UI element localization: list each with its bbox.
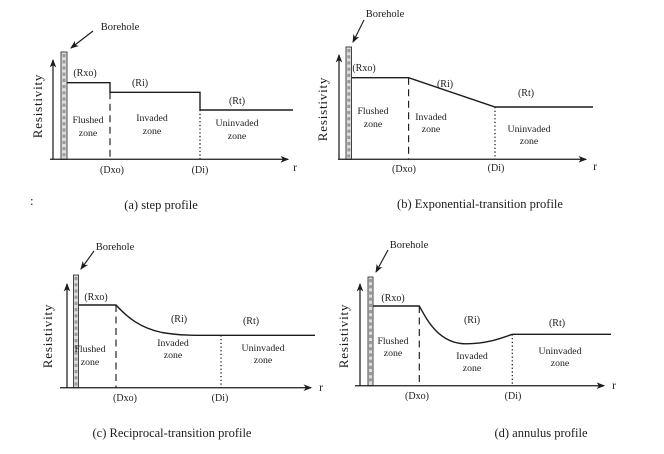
zone-label-invaded-line1: Invaded: [136, 113, 168, 124]
di-label: (Di): [488, 163, 505, 174]
dxo-label: (Dxo): [405, 391, 429, 402]
stray-colon: :: [30, 193, 34, 208]
ri-label: (Ri): [171, 314, 187, 325]
rxo-label: (Rxo): [352, 63, 375, 74]
borehole-label: Borehole: [366, 9, 405, 20]
zone-label-flushed-line2: zone: [364, 119, 383, 130]
dxo-label: (Dxo): [100, 165, 124, 176]
x-axis-label: r: [593, 161, 597, 173]
rxo-label: (Rxo): [84, 292, 107, 303]
zone-label-flushed-line1: Flushed: [377, 336, 408, 347]
zone-label-flushed-line1: Flushed: [74, 344, 105, 355]
borehole-pointer-arrow: [70, 30, 94, 49]
panel-a: Resistivity Borehole r (Rxo) (Ri) (Rt) F…: [30, 6, 332, 218]
zone-label-uninvaded-line1: Uninvaded: [508, 124, 551, 135]
ri-label: (Ri): [132, 78, 148, 89]
zone-label-invaded-line2: zone: [143, 126, 162, 137]
rxo-label: (Rxo): [73, 68, 96, 79]
borehole-pointer-arrow: [375, 249, 389, 273]
zone-label-uninvaded-line1: Uninvaded: [242, 343, 285, 354]
x-axis-label: r: [319, 382, 323, 394]
x-axis-label: r: [293, 162, 297, 174]
di-label: (Di): [212, 393, 229, 404]
panel-caption: (b) Exponential-transition profile: [397, 197, 563, 211]
zone-label-flushed-line1: Flushed: [72, 115, 103, 126]
resistivity-profile-line: [67, 82, 293, 111]
y-axis-label: Resistivity: [40, 304, 55, 368]
di-label: (Di): [505, 391, 522, 402]
panel-c: Resistivity Borehole r (Rxo) (Ri) (Rt) F…: [30, 238, 332, 445]
zone-label-invaded-line2: zone: [463, 363, 482, 374]
zone-label-invaded-line2: zone: [164, 350, 183, 361]
zone-label-invaded-line2: zone: [422, 124, 441, 135]
zone-label-uninvaded-line2: zone: [228, 131, 247, 142]
zone-label-uninvaded-line2: zone: [551, 358, 570, 369]
rt-label: (Rt): [243, 316, 259, 327]
zone-label-flushed-line2: zone: [384, 348, 403, 359]
panel-b-diagram: Resistivity Borehole r (Rxo) (Ri) (Rt) F…: [315, 9, 597, 211]
ri-label: (Ri): [437, 79, 453, 90]
resistivity-profile-line: [78, 304, 315, 337]
panel-a-diagram: Resistivity Borehole r (Rxo) (Ri) (Rt) F…: [30, 22, 297, 212]
y-axis-label: Resistivity: [336, 304, 351, 368]
panel-d-diagram: Resistivity Borehole r (Rxo) (Ri) (Rt) F…: [336, 240, 616, 440]
panel-caption: (a) step profile: [124, 198, 198, 212]
borehole-pointer-arrow: [352, 19, 365, 43]
borehole-label: Borehole: [101, 22, 140, 33]
borehole-label: Borehole: [96, 242, 135, 253]
zone-label-flushed-line2: zone: [81, 357, 100, 368]
panel-d: Resistivity Borehole r (Rxo) (Ri) (Rt) F…: [336, 238, 664, 445]
zone-label-flushed-line2: zone: [79, 128, 98, 139]
di-label: (Di): [192, 165, 209, 176]
rxo-label: (Rxo): [381, 293, 404, 304]
borehole-pointer-arrow: [80, 250, 95, 270]
dxo-label: (Dxo): [392, 164, 416, 175]
panel-caption: (c) Reciprocal-transition profile: [93, 426, 252, 440]
zone-label-uninvaded-line2: zone: [520, 136, 539, 147]
zone-label-uninvaded-line1: Uninvaded: [539, 346, 582, 357]
x-axis-label: r: [612, 380, 616, 392]
resistivity-profile-line: [373, 305, 611, 345]
ri-label: (Ri): [464, 315, 480, 326]
panel-c-diagram: Resistivity Borehole r (Rxo) (Ri) (Rt) F…: [40, 242, 323, 440]
y-axis-label: Resistivity: [315, 77, 330, 141]
borehole-label: Borehole: [390, 240, 429, 251]
y-axis-label: Resistivity: [30, 74, 45, 138]
dxo-label: (Dxo): [113, 393, 137, 404]
rt-label: (Rt): [518, 88, 534, 99]
resistivity-profile-line: [351, 77, 593, 108]
panel-caption: (d) annulus profile: [494, 426, 587, 440]
zone-label-uninvaded-line2: zone: [254, 355, 273, 366]
zone-label-flushed-line1: Flushed: [357, 106, 388, 117]
rt-label: (Rt): [549, 318, 565, 329]
rt-label: (Rt): [229, 96, 245, 107]
zone-label-invaded-line1: Invaded: [415, 112, 447, 123]
zone-label-invaded-line1: Invaded: [456, 351, 488, 362]
zone-label-invaded-line1: Invaded: [157, 338, 189, 349]
panel-b: Resistivity Borehole r (Rxo) (Ri) (Rt) F…: [315, 0, 664, 214]
zone-label-uninvaded-line1: Uninvaded: [216, 118, 259, 129]
